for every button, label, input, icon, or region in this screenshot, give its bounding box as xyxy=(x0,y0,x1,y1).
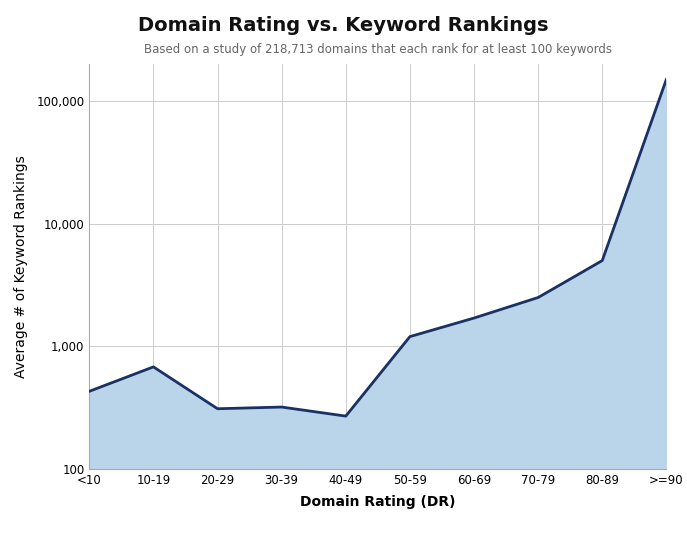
X-axis label: Domain Rating (DR): Domain Rating (DR) xyxy=(300,495,455,509)
Text: Domain Rating vs. Keyword Rankings: Domain Rating vs. Keyword Rankings xyxy=(138,16,549,35)
Title: Based on a study of 218,713 domains that each rank for at least 100 keywords: Based on a study of 218,713 domains that… xyxy=(144,43,612,56)
Y-axis label: Average # of Keyword Rankings: Average # of Keyword Rankings xyxy=(14,155,28,378)
